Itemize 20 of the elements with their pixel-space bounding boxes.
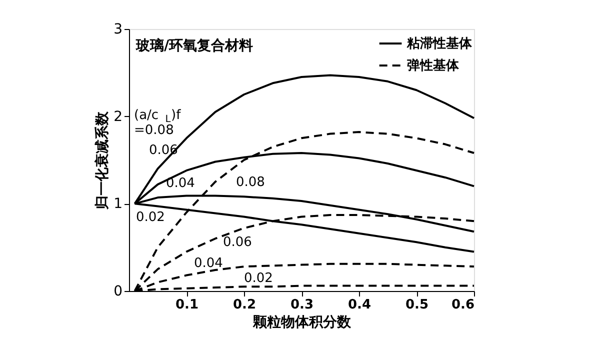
x-tick-label: 0.2: [232, 298, 256, 312]
legend-label: 粘滞性基体: [406, 36, 473, 52]
y-tick-label: 2: [114, 108, 122, 125]
x-tick-label: 0.3: [290, 298, 314, 312]
annotation: 0.08: [236, 175, 265, 190]
y-tick-label: 1: [114, 196, 122, 212]
x-axis-title: 颗粒物体积分数: [252, 314, 352, 330]
y-axis-title: 归一化衰减系数: [94, 110, 111, 210]
legend-label: 弹性基体: [407, 58, 460, 74]
y-tick-label: 3: [114, 22, 122, 38]
x-tick-label: 0.1: [175, 298, 199, 312]
annotation: 0.02: [136, 210, 165, 225]
y-tick-label: 0: [114, 284, 122, 300]
annotation: 0.06: [223, 235, 252, 250]
annotation: 玻璃/环氧复合材料: [135, 37, 254, 54]
annotation: 0.04: [194, 256, 223, 271]
annotation: 0.02: [244, 271, 273, 286]
x-tick-label: 0.4: [348, 298, 372, 312]
x-tick-label: 0.5: [405, 298, 429, 312]
x-tick-label: 0.6: [451, 298, 474, 312]
